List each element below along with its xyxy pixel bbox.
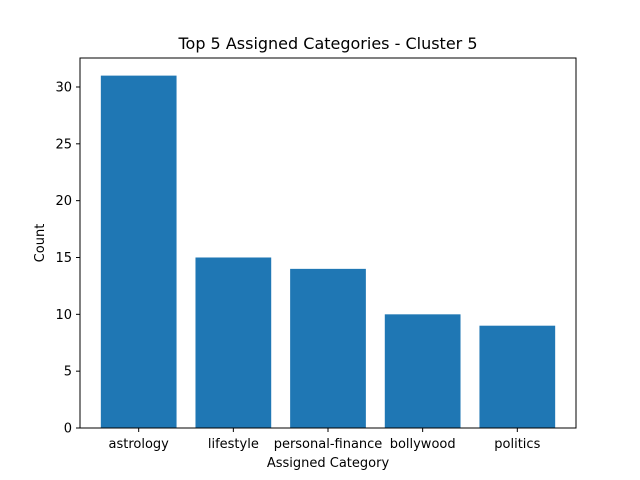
bar-personal-finance	[290, 268, 366, 428]
y-tick-label-30: 30	[55, 80, 72, 95]
x-tick-label-astrology: astrology	[108, 437, 169, 452]
y-axis: 0 5 10 15 20 25 30	[55, 80, 80, 437]
x-tick-label-bollywood: bollywood	[390, 437, 456, 452]
y-tick-label-0: 0	[64, 422, 72, 437]
x-axis-label: Assigned Category	[267, 456, 390, 471]
bar-lifestyle	[195, 257, 272, 428]
x-axis: astrology lifestyle personal-finance bollyw…	[108, 428, 541, 452]
x-tick-label-lifestyle: lifestyle	[208, 437, 259, 452]
bar-politics	[479, 325, 556, 428]
x-tick-label-politics: politics	[494, 437, 540, 452]
bar-bollywood	[384, 314, 461, 428]
plot-frame	[79, 57, 577, 429]
x-tick-label-personal-finance: personal-finance	[274, 437, 383, 452]
y-tick-label-15: 15	[55, 251, 72, 266]
bars-group	[100, 75, 556, 428]
y-tick-label-25: 25	[55, 137, 72, 152]
y-tick-label-10: 10	[55, 308, 72, 323]
y-tick-label-20: 20	[55, 194, 72, 209]
chart-title: Top 5 Assigned Categories - Cluster 5	[177, 34, 477, 53]
y-axis-label: Count	[33, 224, 48, 263]
bar-astrology	[100, 75, 177, 428]
y-tick-label-5: 5	[64, 365, 72, 380]
